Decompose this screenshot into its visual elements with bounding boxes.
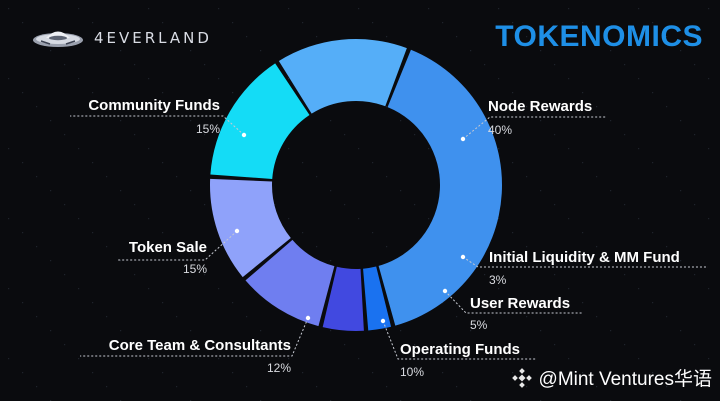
slice-label-node-rewards: Node Rewards	[488, 98, 592, 115]
slice-label-initial-liquidity-mm-fund: Initial Liquidity & MM Fund	[489, 249, 680, 266]
slice-operating-funds	[245, 239, 335, 327]
slice-label-community-funds: Community Funds	[88, 97, 220, 114]
slice-community-funds	[278, 38, 407, 114]
leader-dot-community-funds	[241, 132, 247, 138]
slice-label-operating-funds: Operating Funds	[400, 341, 520, 358]
slice-token-sale	[210, 63, 310, 179]
slice-value-node-rewards: 40%	[488, 123, 512, 137]
watermark-text: @Mint Ventures华语	[538, 369, 712, 390]
slice-label-user-rewards: User Rewards	[470, 295, 570, 312]
slice-initial-liquidity-mm-fund	[363, 266, 392, 331]
slice-value-core-team-consultants: 12%	[267, 361, 291, 375]
slices-layer	[210, 38, 502, 332]
leader-line-community-funds	[70, 115, 245, 136]
slice-label-core-team-consultants: Core Team & Consultants	[109, 337, 291, 354]
slice-core-team-consultants	[210, 178, 291, 278]
watermark: @Mint Ventures华语	[511, 364, 712, 391]
leader-line-node-rewards	[462, 116, 606, 140]
slice-user-rewards	[322, 266, 364, 332]
leader-line-operating-funds	[382, 320, 536, 360]
brand-logo: 4EVERLAND	[32, 24, 212, 52]
leader-dot-operating-funds	[380, 318, 386, 324]
leader-line-token-sale	[118, 230, 238, 261]
slice-label-token-sale: Token Sale	[129, 239, 207, 256]
slice-value-token-sale: 15%	[183, 262, 207, 276]
leader-dot-node-rewards	[460, 136, 466, 142]
leader-dot-initial-liquidity-mm-fund	[460, 254, 466, 260]
binance-square-icon	[511, 367, 532, 388]
slice-node-rewards	[378, 49, 502, 326]
leader-dot-token-sale	[234, 228, 240, 234]
leader-line-user-rewards	[444, 290, 583, 314]
brand-name: 4EVERLAND	[94, 29, 212, 47]
slice-value-initial-liquidity-mm-fund: 3%	[489, 273, 507, 287]
slice-value-community-funds: 15%	[196, 122, 220, 136]
slice-value-operating-funds: 10%	[400, 365, 424, 379]
slice-value-user-rewards: 5%	[470, 318, 488, 332]
page-title: TOKENOMICS	[495, 20, 703, 53]
leader-dot-user-rewards	[442, 288, 448, 294]
saucer-logo-icon	[33, 31, 83, 47]
leader-line-core-team-consultants	[80, 317, 309, 357]
leader-dot-core-team-consultants	[305, 315, 311, 321]
labels-layer: Node Rewards 40% Initial Liquidity & MM Fu…	[70, 97, 708, 379]
